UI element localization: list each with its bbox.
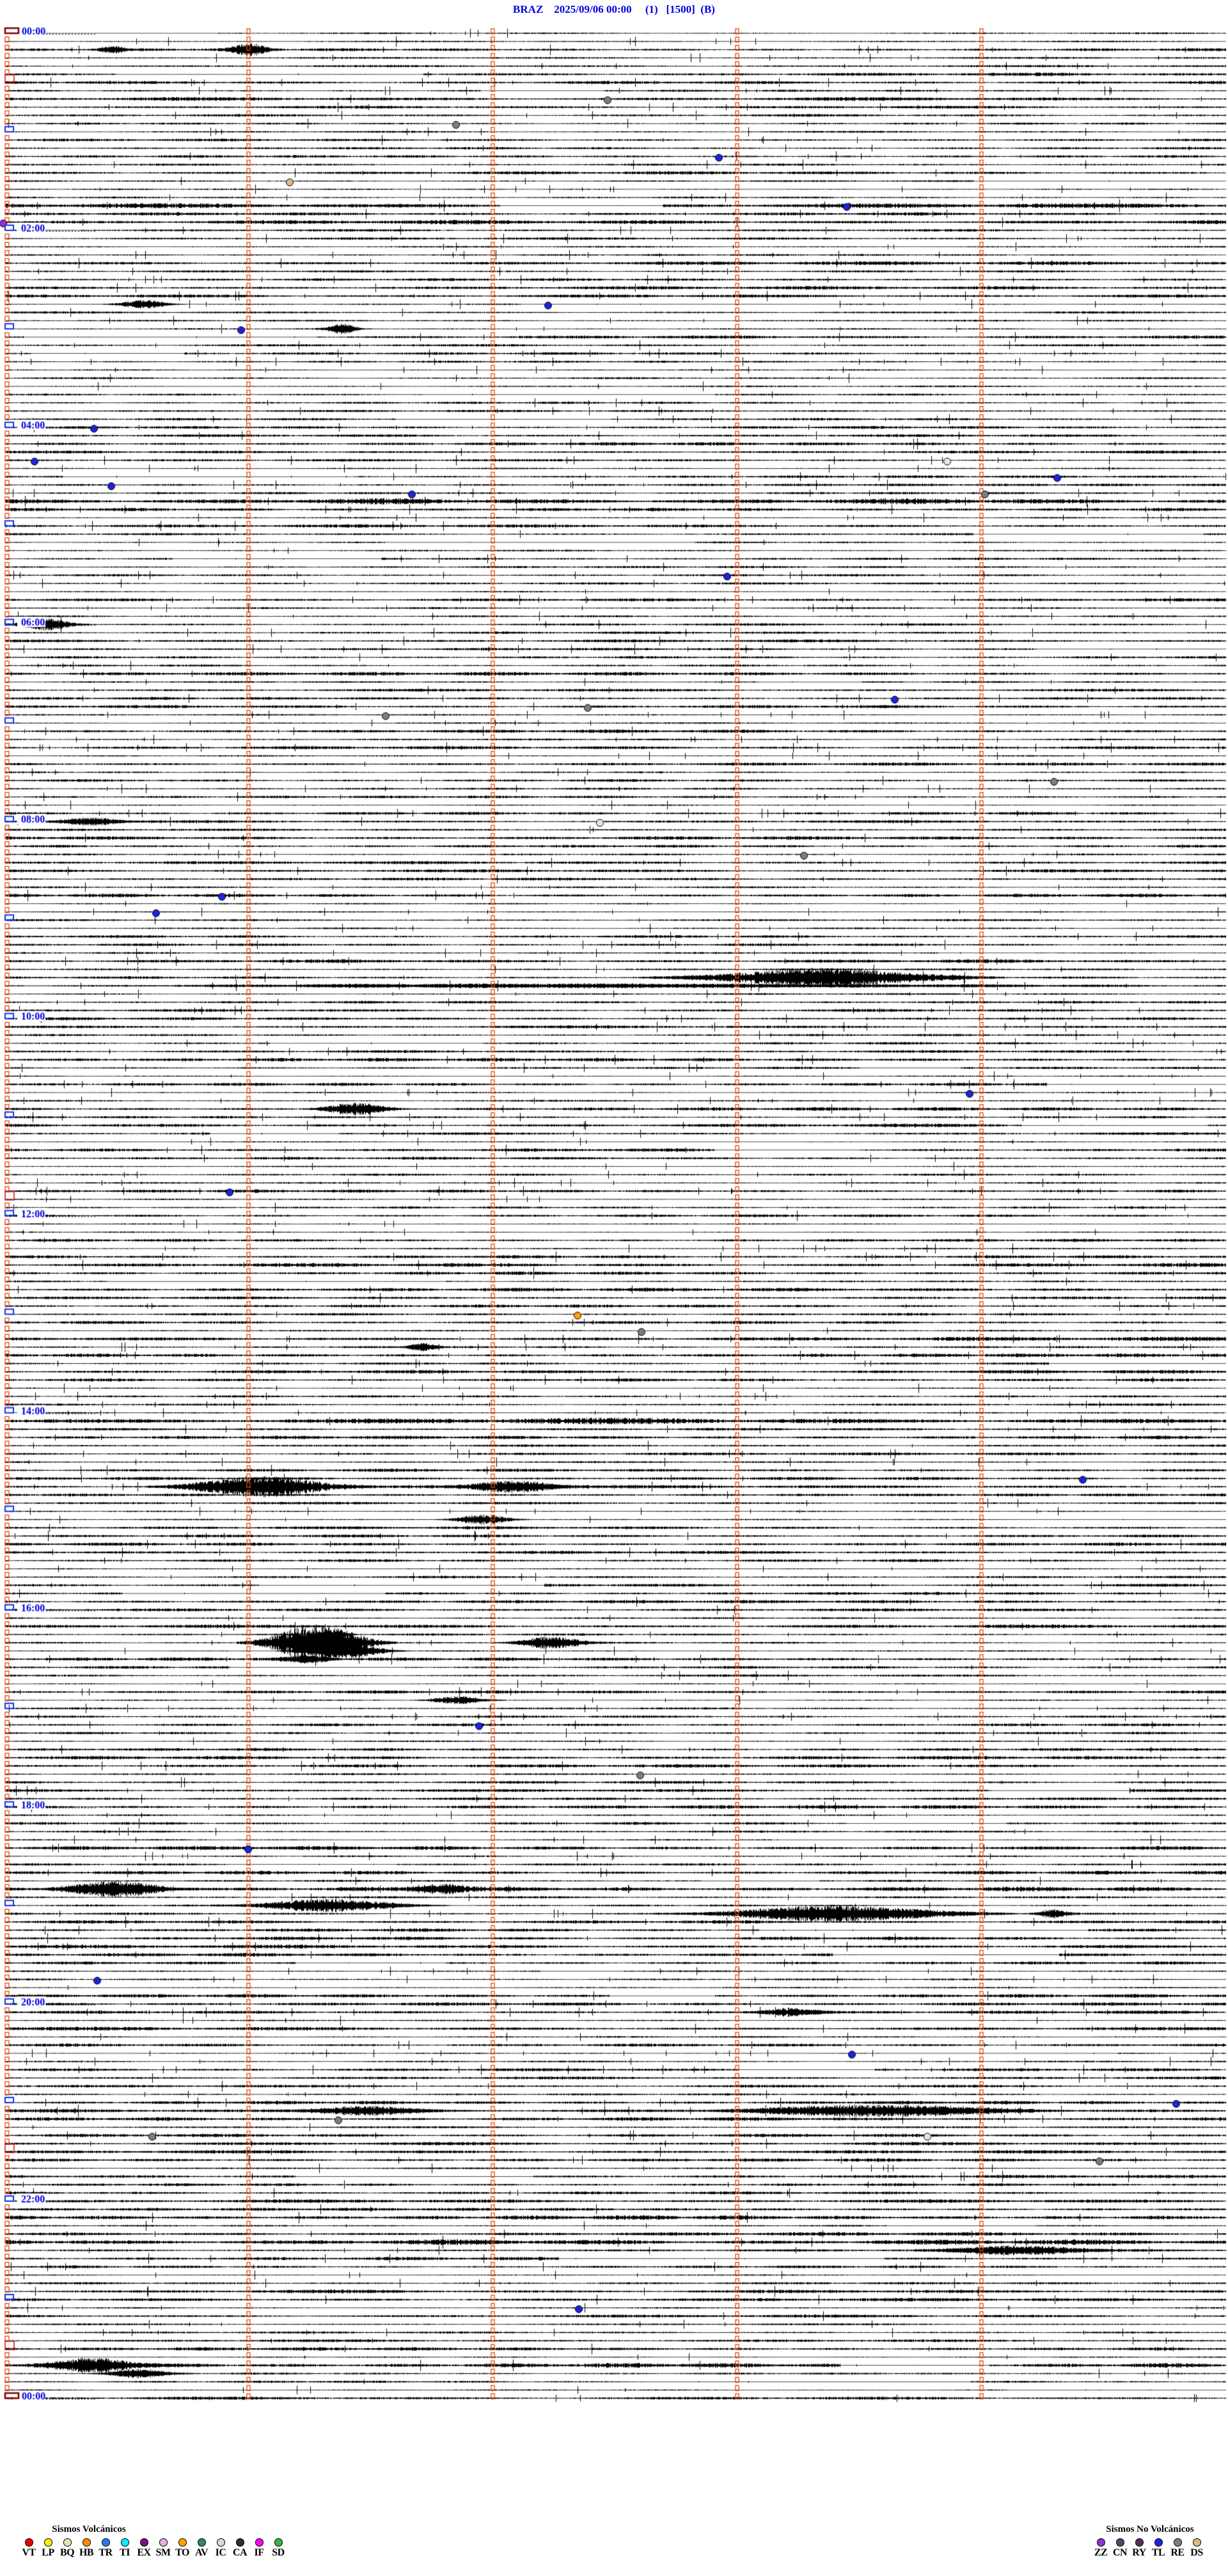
RE-event-dot-icon — [1173, 2538, 1182, 2547]
legend-item-VT: VT — [19, 2538, 38, 2559]
legend-label-ZZ: ZZ — [1094, 2547, 1108, 2558]
legend-non-volcanic: Sismos No Volcánicos ZZ CN RY TL RE DS — [1091, 2524, 1209, 2559]
IF-event-dot-icon — [255, 2538, 264, 2547]
legend-non-volcanic-title: Sismos No Volcánicos — [1106, 2524, 1194, 2534]
legend-item-IC: IC — [211, 2538, 230, 2559]
legend-label-CN: CN — [1112, 2547, 1128, 2558]
legend-item-TI: TI — [115, 2538, 134, 2559]
legend-item-LP: LP — [38, 2538, 58, 2559]
IC-event-dot-icon — [216, 2538, 225, 2547]
TR-event-dot-icon — [101, 2538, 110, 2547]
legend-volcanic: Sismos Volcánicos VT LP BQ HB TR TI EX SM TO AV IC… — [19, 2524, 288, 2559]
legend-item-HB: HB — [77, 2538, 96, 2559]
page-title: BRAZ 2025/09/06 00:00 (1) [1500] (B) — [513, 3, 715, 15]
legend-label-AV: AV — [194, 2547, 209, 2558]
legend-label-SD: SD — [272, 2547, 285, 2558]
legend-item-TL: TL — [1149, 2538, 1168, 2559]
EX-event-dot-icon — [139, 2538, 148, 2547]
legend-non-volcanic-items: ZZ CN RY TL RE DS — [1091, 2538, 1209, 2559]
legend-item-SD: SD — [269, 2538, 288, 2559]
legend-label-TO: TO — [175, 2547, 189, 2558]
legend-item-TR: TR — [96, 2538, 115, 2559]
TO-event-dot-icon — [178, 2538, 187, 2547]
legend-label-DS: DS — [1190, 2547, 1203, 2558]
legend-item-SM: SM — [154, 2538, 173, 2559]
legend-label-IC: IC — [215, 2547, 226, 2558]
legend-label-SM: SM — [155, 2547, 171, 2558]
legend-item-BQ: BQ — [58, 2538, 77, 2559]
legend-label-TR: TR — [98, 2547, 113, 2558]
legend-label-LP: LP — [42, 2547, 54, 2558]
legend-item-ZZ: ZZ — [1091, 2538, 1110, 2559]
legend-label-CA: CA — [232, 2547, 248, 2558]
legend-label-RE: RE — [1170, 2547, 1185, 2558]
legend-label-IF: IF — [254, 2547, 265, 2558]
RY-event-dot-icon — [1135, 2538, 1144, 2547]
ZZ-event-dot-icon — [1096, 2538, 1105, 2547]
LP-event-dot-icon — [43, 2538, 52, 2547]
legend-label-EX: EX — [137, 2547, 151, 2558]
SD-event-dot-icon — [274, 2538, 283, 2547]
legend-label-TL: TL — [1151, 2547, 1165, 2558]
BQ-event-dot-icon — [63, 2538, 72, 2547]
legend-item-EX: EX — [134, 2538, 154, 2559]
legend-item-RE: RE — [1168, 2538, 1187, 2559]
TI-event-dot-icon — [120, 2538, 129, 2547]
legend-item-RY: RY — [1130, 2538, 1149, 2559]
SM-event-dot-icon — [159, 2538, 168, 2547]
CA-event-dot-icon — [235, 2538, 244, 2547]
legend-volcanic-title: Sismos Volcánicos — [52, 2524, 126, 2534]
DS-event-dot-icon — [1192, 2538, 1201, 2547]
AV-event-dot-icon — [197, 2538, 206, 2547]
legend-item-CN: CN — [1110, 2538, 1130, 2559]
legend-label-BQ: BQ — [59, 2547, 75, 2558]
legend-label-HB: HB — [79, 2547, 94, 2558]
TL-event-dot-icon — [1154, 2538, 1163, 2547]
legend-item-AV: AV — [192, 2538, 211, 2559]
legend-label-TI: TI — [120, 2547, 130, 2558]
legend-item-IF: IF — [249, 2538, 269, 2559]
legend-label-RY: RY — [1132, 2547, 1146, 2558]
legend-item-CA: CA — [230, 2538, 249, 2559]
legend-volcanic-items: VT LP BQ HB TR TI EX SM TO AV IC CA IF SD — [19, 2538, 288, 2559]
VT-event-dot-icon — [24, 2538, 33, 2547]
legend-label-VT: VT — [22, 2547, 36, 2558]
HB-event-dot-icon — [82, 2538, 91, 2547]
legend-item-DS: DS — [1187, 2538, 1206, 2559]
CN-event-dot-icon — [1115, 2538, 1124, 2547]
legend-item-TO: TO — [173, 2538, 192, 2559]
